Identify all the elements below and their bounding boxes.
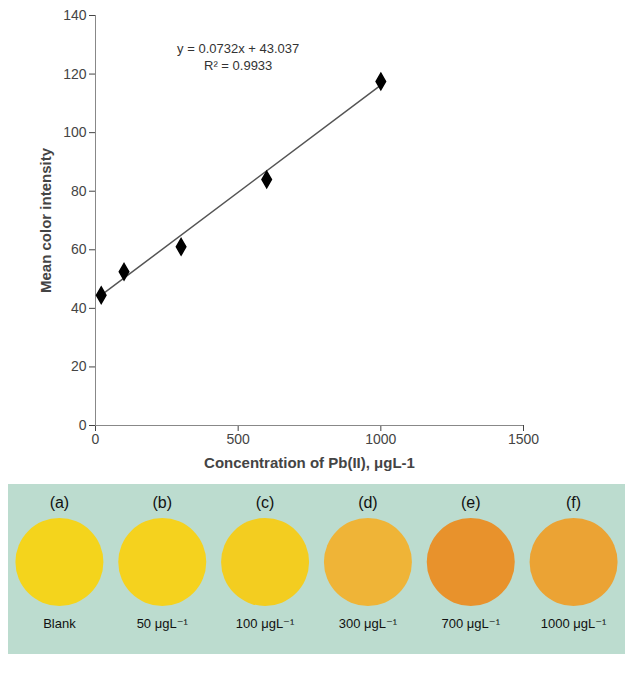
svg-text:Blank: Blank (43, 616, 76, 631)
svg-text:y = 0.0732x + 43.037: y = 0.0732x + 43.037 (177, 41, 299, 56)
svg-text:120: 120 (63, 66, 87, 82)
svg-text:50 μgL⁻¹: 50 μgL⁻¹ (137, 616, 189, 631)
svg-text:(d): (d) (358, 494, 378, 511)
svg-text:700 μgL⁻¹: 700 μgL⁻¹ (442, 616, 501, 631)
svg-text:(a): (a) (50, 494, 70, 511)
svg-text:80: 80 (71, 183, 87, 199)
svg-text:1000 μgL⁻¹: 1000 μgL⁻¹ (541, 616, 607, 631)
svg-text:100: 100 (63, 124, 87, 140)
svg-text:140: 140 (63, 7, 87, 23)
svg-text:300 μgL⁻¹: 300 μgL⁻¹ (339, 616, 398, 631)
svg-text:40: 40 (71, 300, 87, 316)
svg-text:(b): (b) (152, 494, 172, 511)
svg-text:(c): (c) (256, 494, 275, 511)
svg-text:20: 20 (71, 358, 87, 374)
svg-text:100 μgL⁻¹: 100 μgL⁻¹ (236, 616, 295, 631)
svg-text:500: 500 (226, 431, 250, 447)
svg-text:Concentration of Pb(II), μgL-1: Concentration of Pb(II), μgL-1 (204, 454, 415, 471)
svg-text:0: 0 (92, 431, 100, 447)
svg-text:1000: 1000 (365, 431, 396, 447)
svg-text:Mean color intensity: Mean color intensity (37, 147, 54, 293)
svg-text:R² = 0.9933: R² = 0.9933 (204, 58, 272, 73)
svg-text:(f): (f) (566, 494, 581, 511)
svg-text:0: 0 (79, 417, 87, 433)
svg-text:(e): (e) (461, 494, 481, 511)
svg-text:1500: 1500 (508, 431, 539, 447)
svg-text:60: 60 (71, 241, 87, 257)
